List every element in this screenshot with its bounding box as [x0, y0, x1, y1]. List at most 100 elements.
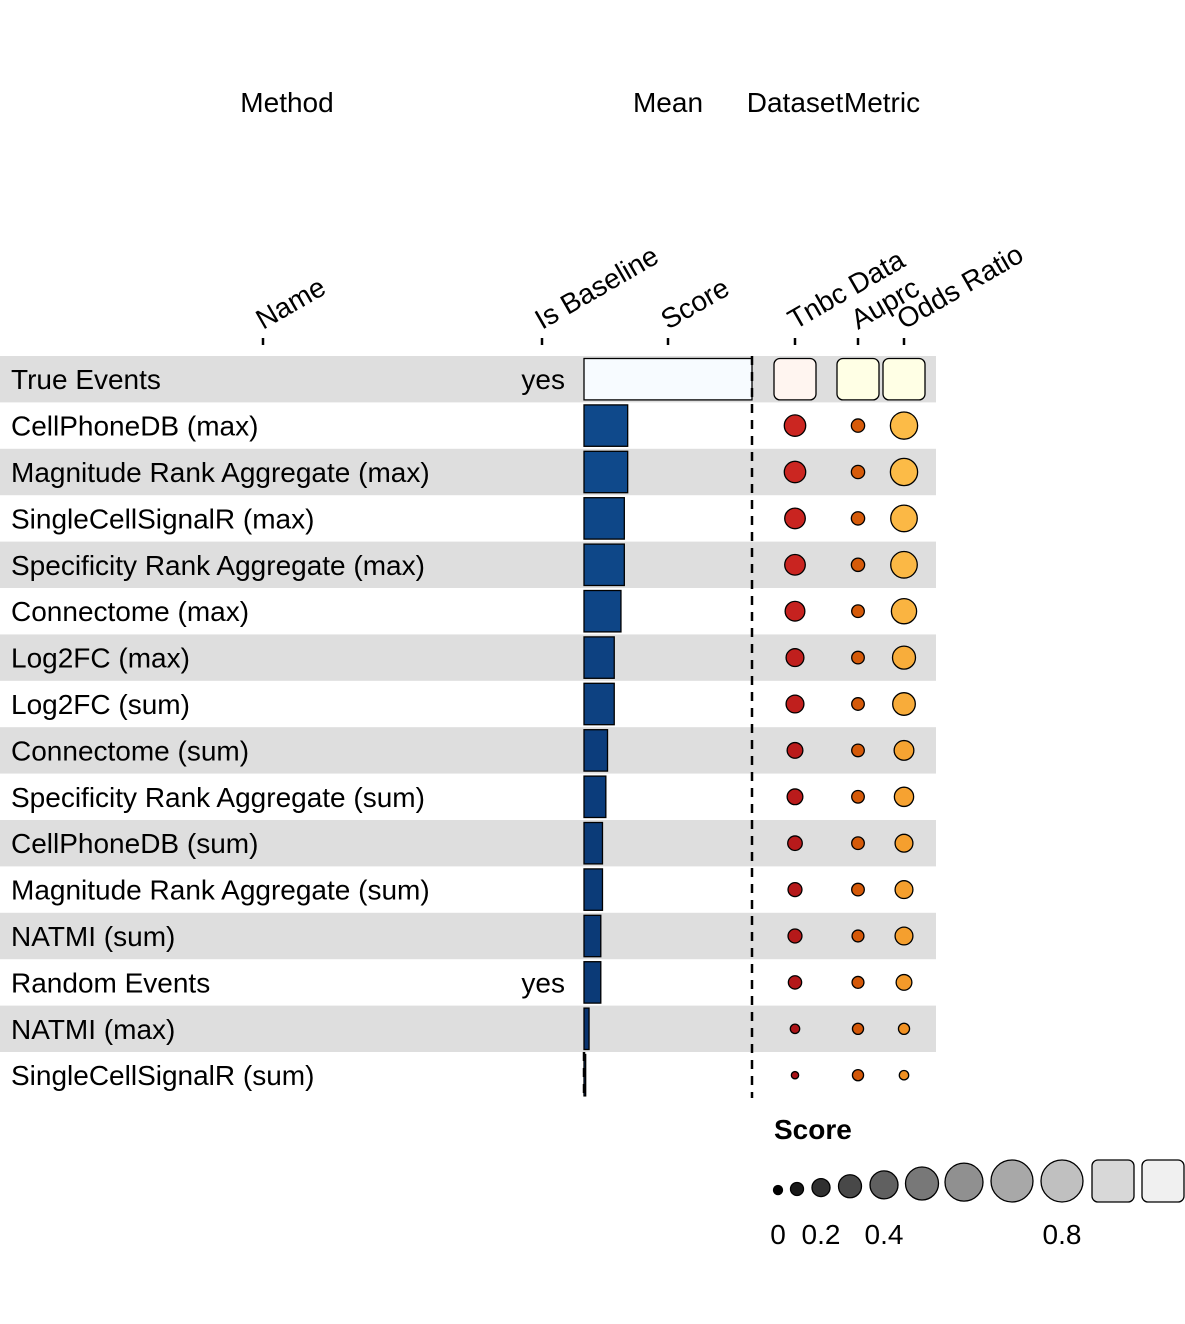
row-name-label: Log2FC (max) — [11, 643, 190, 674]
auprc-circle — [851, 975, 865, 989]
row-name-label: Specificity Rank Aggregate (max) — [11, 550, 425, 581]
legend-circle — [869, 1170, 899, 1200]
auprc-circle — [851, 836, 865, 851]
auprc-circle — [851, 743, 865, 758]
legend-box — [1091, 1159, 1135, 1203]
odds-ratio-circle — [890, 597, 918, 625]
table-row: Random Events yes — [11, 961, 913, 1004]
dataset-circle — [789, 1023, 801, 1035]
table-row: Log2FC (sum) — [11, 682, 916, 726]
row-shade — [0, 1005, 936, 1052]
table-row: SingleCellSignalR (sum) — [11, 1053, 910, 1097]
column-header-name: Name — [251, 271, 331, 335]
score-bar — [583, 729, 609, 772]
auprc-circle — [850, 464, 866, 480]
table-row: Log2FC (max) — [11, 636, 917, 679]
table-row: Connectome (max) — [11, 589, 918, 633]
auprc-circle — [850, 557, 866, 573]
auprc-circle — [851, 882, 865, 897]
dataset-circle — [784, 553, 806, 576]
legend-tick-0-8: 0.8 — [1043, 1219, 1082, 1250]
dataset-circle — [784, 600, 806, 622]
auprc-box — [836, 357, 880, 401]
score-bar — [583, 775, 607, 819]
table-row: SingleCellSignalR (max) — [11, 497, 918, 540]
odds-ratio-circle — [893, 786, 915, 808]
row-name-label: CellPhoneDB (sum) — [11, 828, 258, 859]
score-bar — [583, 497, 625, 540]
legend-title: Score — [774, 1114, 852, 1145]
legend-box — [1141, 1159, 1185, 1203]
odds-ratio-circle — [889, 411, 919, 440]
dataset-circle — [783, 414, 807, 437]
legend-circle — [837, 1174, 863, 1199]
legend-tick-0-4: 0.4 — [865, 1219, 904, 1250]
odds-ratio-circle — [897, 1022, 911, 1036]
odds-ratio-circle — [895, 973, 913, 991]
legend-tick-0-2: 0.2 — [802, 1219, 841, 1250]
row-name-label: Magnitude Rank Aggregate (max) — [11, 457, 430, 488]
score-bar — [583, 914, 602, 958]
auprc-circle — [851, 929, 865, 943]
row-shade — [0, 727, 936, 774]
dataset-circle — [783, 460, 807, 484]
group-header-mean: Mean — [633, 87, 703, 118]
odds-ratio-circle — [894, 880, 914, 900]
score-bar — [583, 357, 753, 401]
odds-ratio-circle — [894, 833, 914, 853]
dataset-circle — [787, 881, 803, 898]
score-bar — [583, 961, 602, 1004]
score-bar — [583, 1007, 590, 1051]
group-header-dataset: Dataset — [747, 87, 844, 118]
auprc-circle — [851, 1022, 865, 1036]
dataset-circle — [786, 788, 804, 806]
row-name-label: Log2FC (sum) — [11, 689, 190, 720]
table-row: NATMI (sum) — [11, 914, 914, 958]
table-row: CellPhoneDB (max) — [11, 404, 919, 447]
score-bar — [583, 682, 615, 726]
rows-layer: True Events yes CellPhoneDB (max) Magnitude… — [11, 357, 926, 1097]
legend-circle — [1040, 1159, 1084, 1203]
odds-ratio-circle — [890, 504, 918, 533]
row-name-label: NATMI (sum) — [11, 921, 175, 952]
odds-ratio-circle — [893, 739, 915, 761]
row-name-label: CellPhoneDB (max) — [11, 411, 258, 442]
score-legend: Score 0 0.2 0.4 0.8 — [770, 1114, 1185, 1250]
dataset-circle — [787, 835, 803, 852]
legend-marks — [772, 1159, 1185, 1203]
odds-ratio-box — [882, 357, 926, 401]
odds-ratio-circle — [898, 1069, 910, 1081]
auprc-circle — [851, 697, 865, 711]
odds-ratio-circle — [889, 457, 919, 487]
table-row: Specificity Rank Aggregate (sum) — [11, 775, 915, 819]
row-baseline-label: yes — [521, 967, 565, 998]
auprc-circle — [850, 418, 866, 433]
odds-ratio-circle — [890, 550, 918, 579]
auprc-circle — [851, 789, 865, 804]
odds-ratio-circle — [894, 926, 914, 946]
legend-circle — [789, 1181, 805, 1197]
row-name-label: Connectome (sum) — [11, 735, 249, 766]
column-header-is-baseline: Is Baseline — [530, 240, 664, 335]
column-header-score: Score — [656, 272, 735, 335]
dataset-circle — [785, 648, 805, 668]
row-shade — [0, 820, 936, 867]
score-bar — [583, 404, 629, 447]
legend-circle — [772, 1184, 784, 1196]
row-shade — [0, 634, 936, 681]
score-bar — [583, 868, 604, 911]
odds-ratio-circle — [891, 645, 917, 670]
row-name-label: Connectome (max) — [11, 596, 249, 627]
row-name-label: True Events — [11, 364, 161, 395]
table-row: NATMI (max) — [11, 1007, 911, 1051]
legend-circle — [990, 1159, 1034, 1203]
auprc-circle — [850, 511, 866, 526]
legend-tick-0: 0 — [770, 1219, 786, 1250]
row-name-label: Random Events — [11, 967, 210, 998]
score-bar — [583, 589, 622, 633]
row-shade — [0, 541, 936, 588]
column-header-ticks — [261, 338, 906, 345]
table-row: Specificity Rank Aggregate (max) — [11, 543, 918, 587]
dataset-circle — [790, 1070, 800, 1080]
dataset-circle — [784, 507, 806, 530]
